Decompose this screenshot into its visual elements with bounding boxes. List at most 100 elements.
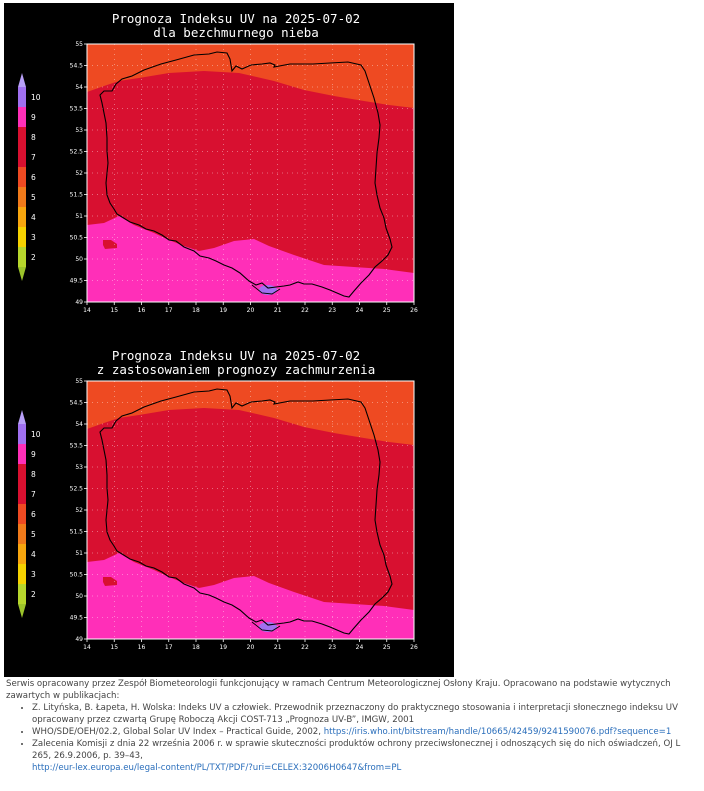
legend-label: 10 <box>31 430 41 439</box>
legend-swatch <box>18 464 26 484</box>
legend-label: 6 <box>31 510 36 519</box>
x-tick-label: 17 <box>165 307 173 314</box>
map-plot-area: 14 15 16 17 18 19 20 21 22 23 24 25 26 55 54.5 54 53.5 53… <box>70 41 418 314</box>
map-subtitle: dla bezchmurnego nieba <box>153 25 319 40</box>
legend-label: 7 <box>31 153 36 162</box>
y-tick-label: 53 <box>75 127 83 134</box>
legend-swatch <box>18 207 26 227</box>
uv8-patch <box>103 240 117 249</box>
x-tick-label: 16 <box>138 307 146 314</box>
legend-swatch <box>18 544 26 564</box>
map-1: Prognoza Indeksu UV na 2025-07-02z zasto… <box>18 348 418 651</box>
x-tick-label: 17 <box>165 644 173 651</box>
x-tick-label: 25 <box>383 644 391 651</box>
x-tick-label: 22 <box>301 644 309 651</box>
legend-swatch <box>18 127 26 147</box>
legend-swatch <box>18 584 26 604</box>
x-tick-label: 16 <box>138 644 146 651</box>
x-tick-label: 18 <box>192 644 200 651</box>
y-tick-label: 49.5 <box>70 615 84 622</box>
y-tick-label: 52.5 <box>70 486 84 493</box>
reference-list: Z. Lityńska, B. Łapeta, H. Wolska: Indek… <box>6 702 696 774</box>
x-tick-label: 15 <box>110 644 118 651</box>
legend-swatch <box>18 444 26 464</box>
country-border <box>99 51 393 298</box>
reference-item: Z. Lityńska, B. Łapeta, H. Wolska: Indek… <box>32 702 696 726</box>
y-tick-label: 54 <box>75 421 83 428</box>
legend-swatch <box>18 87 26 107</box>
x-tick-label: 21 <box>274 644 282 651</box>
y-tick-label: 50 <box>75 593 83 600</box>
legend-label: 5 <box>31 530 36 539</box>
y-tick-label: 55 <box>75 378 83 385</box>
map-title: Prognoza Indeksu UV na 2025-07-02 <box>112 11 360 26</box>
legend-swatch <box>18 424 26 444</box>
legend-label: 9 <box>31 113 36 122</box>
legend-label: 5 <box>31 193 36 202</box>
x-tick-label: 14 <box>83 644 91 651</box>
legend-swatch <box>18 484 26 504</box>
y-tick-label: 49 <box>75 636 83 643</box>
legend-arrow-top <box>18 73 26 87</box>
neighbor-border <box>251 621 281 632</box>
uv-legend: 10 9 8 7 6 5 4 3 2 <box>18 73 41 281</box>
x-tick-label: 19 <box>219 307 227 314</box>
uv8-patch <box>103 577 117 586</box>
y-tick-label: 53 <box>75 464 83 471</box>
y-tick-label: 52 <box>75 170 83 177</box>
x-tick-label: 26 <box>410 644 418 651</box>
y-tick-label: 53.5 <box>70 106 84 113</box>
legend-arrow-top <box>18 410 26 424</box>
x-tick-label: 20 <box>247 644 255 651</box>
legend-swatch <box>18 227 26 247</box>
y-tick-label: 51.5 <box>70 192 84 199</box>
legend-swatch <box>18 504 26 524</box>
x-tick-label: 18 <box>192 307 200 314</box>
y-tick-label: 54 <box>75 84 83 91</box>
x-tick-label: 23 <box>328 644 336 651</box>
y-tick-label: 54.5 <box>70 400 84 407</box>
map-plot-area: 14 15 16 17 18 19 20 21 22 23 24 25 26 55 54.5 54 53.5 53… <box>70 378 418 651</box>
legend-swatch <box>18 187 26 207</box>
y-tick-label: 49 <box>75 299 83 306</box>
footer-notes: Serwis opracowany przez Zespół Biometeor… <box>6 678 696 774</box>
country-border <box>99 388 393 635</box>
legend-label: 3 <box>31 233 36 242</box>
y-tick-label: 51 <box>75 550 83 557</box>
x-tick-label: 19 <box>219 644 227 651</box>
x-tick-label: 24 <box>356 644 364 651</box>
uv-forecast-panel: Prognoza Indeksu UV na 2025-07-02 dla bez… <box>4 3 454 677</box>
uv-map-cloud-forecast: Prognoza Indeksu UV na 2025-07-02z zasto… <box>18 348 418 651</box>
neighbor-border <box>251 284 281 295</box>
legend-label: 9 <box>31 450 36 459</box>
legend-label: 8 <box>31 133 36 142</box>
reference-link[interactable]: https://iris.who.int/bitstream/handle/10… <box>323 727 672 737</box>
legend-label: 2 <box>31 590 36 599</box>
legend-label: 7 <box>31 490 36 499</box>
y-tick-label: 53.5 <box>70 443 84 450</box>
x-tick-label: 25 <box>383 307 391 314</box>
y-tick-label: 52 <box>75 507 83 514</box>
x-tick-label: 20 <box>247 307 255 314</box>
grid <box>87 381 414 639</box>
legend-arrow-bottom <box>18 267 26 281</box>
x-tick-label: 14 <box>83 307 91 314</box>
footer-intro: Serwis opracowany przez Zespół Biometeor… <box>6 679 671 701</box>
reference-link[interactable]: http://eur-lex.europa.eu/legal-content/P… <box>32 763 402 773</box>
y-tick-label: 55 <box>75 41 83 48</box>
legend-label: 10 <box>31 93 41 102</box>
map-title: Prognoza Indeksu UV na 2025-07-02 <box>112 348 360 363</box>
x-tick-label: 23 <box>328 307 336 314</box>
grid <box>87 44 414 302</box>
legend-label: 4 <box>31 550 36 559</box>
legend-label: 3 <box>31 570 36 579</box>
x-tick-label: 24 <box>356 307 364 314</box>
legend-swatch <box>18 564 26 584</box>
legend-swatch <box>18 147 26 167</box>
legend-swatch <box>18 107 26 127</box>
legend-swatch <box>18 524 26 544</box>
legend-swatch <box>18 247 26 267</box>
reference-item: Zalecenia Komisji z dnia 22 września 200… <box>32 738 696 774</box>
legend-arrow-bottom <box>18 604 26 618</box>
